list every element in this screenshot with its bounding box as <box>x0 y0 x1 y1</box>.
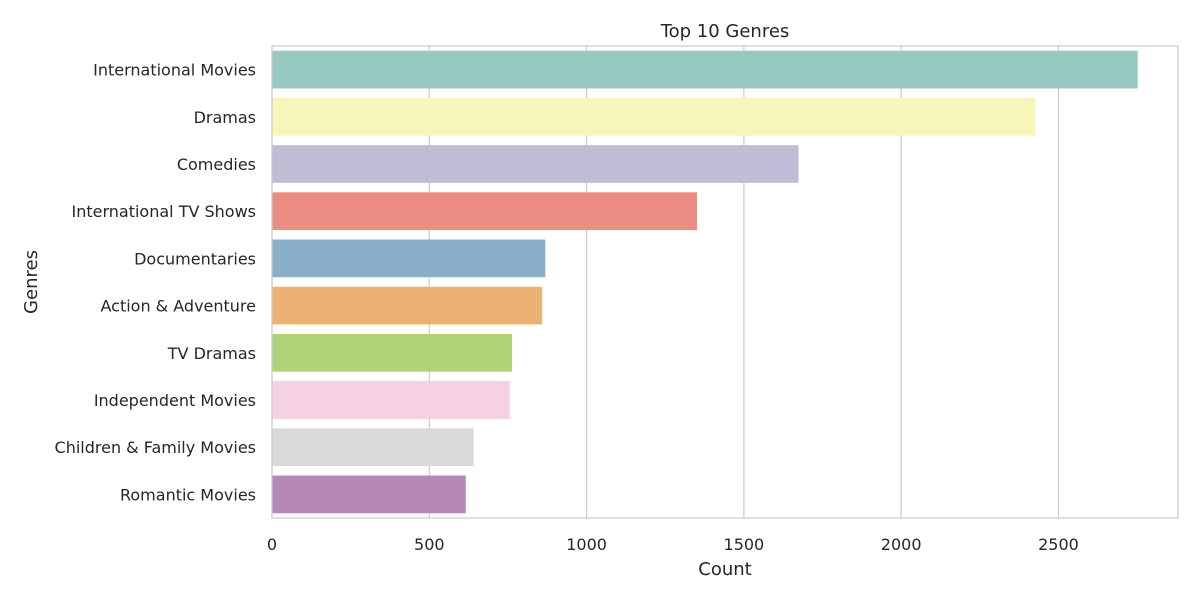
bar <box>272 381 510 419</box>
y-tick-labels: International Movies Dramas Comedies Intern… <box>55 61 256 505</box>
x-axis-title: Count <box>698 559 751 580</box>
y-tick-label: Children & Family Movies <box>55 438 256 457</box>
x-tick-labels: 0 500 1000 1500 2000 2500 <box>267 535 1079 554</box>
y-tick-label: Romantic Movies <box>120 485 256 504</box>
bar <box>272 475 466 514</box>
bar <box>272 239 546 278</box>
bar <box>272 145 799 183</box>
x-tick-label: 0 <box>267 535 277 554</box>
y-axis-title: Genres <box>21 250 42 314</box>
y-tick-label: Comedies <box>177 155 256 174</box>
bar <box>272 333 513 372</box>
bar <box>272 286 543 325</box>
y-tick-label: International Movies <box>93 61 256 80</box>
bar <box>272 192 698 231</box>
y-tick-label: International TV Shows <box>71 202 256 221</box>
y-tick-label: TV Dramas <box>167 344 256 363</box>
bar <box>272 428 474 467</box>
x-tick-label: 500 <box>414 535 445 554</box>
y-tick-label: Documentaries <box>134 249 256 268</box>
x-tick-label: 1000 <box>566 535 607 554</box>
chart-title: Top 10 Genres <box>660 21 790 42</box>
x-tick-label: 2000 <box>881 535 922 554</box>
x-tick-label: 1500 <box>724 535 765 554</box>
y-tick-label: Dramas <box>194 108 256 127</box>
plot-frame <box>271 45 1179 519</box>
bar <box>272 50 1138 89</box>
bars <box>272 50 1138 514</box>
x-tick-label: 2500 <box>1038 535 1079 554</box>
bar <box>272 97 1036 136</box>
y-tick-label: Independent Movies <box>94 391 256 410</box>
y-tick-label: Action & Adventure <box>100 297 256 316</box>
